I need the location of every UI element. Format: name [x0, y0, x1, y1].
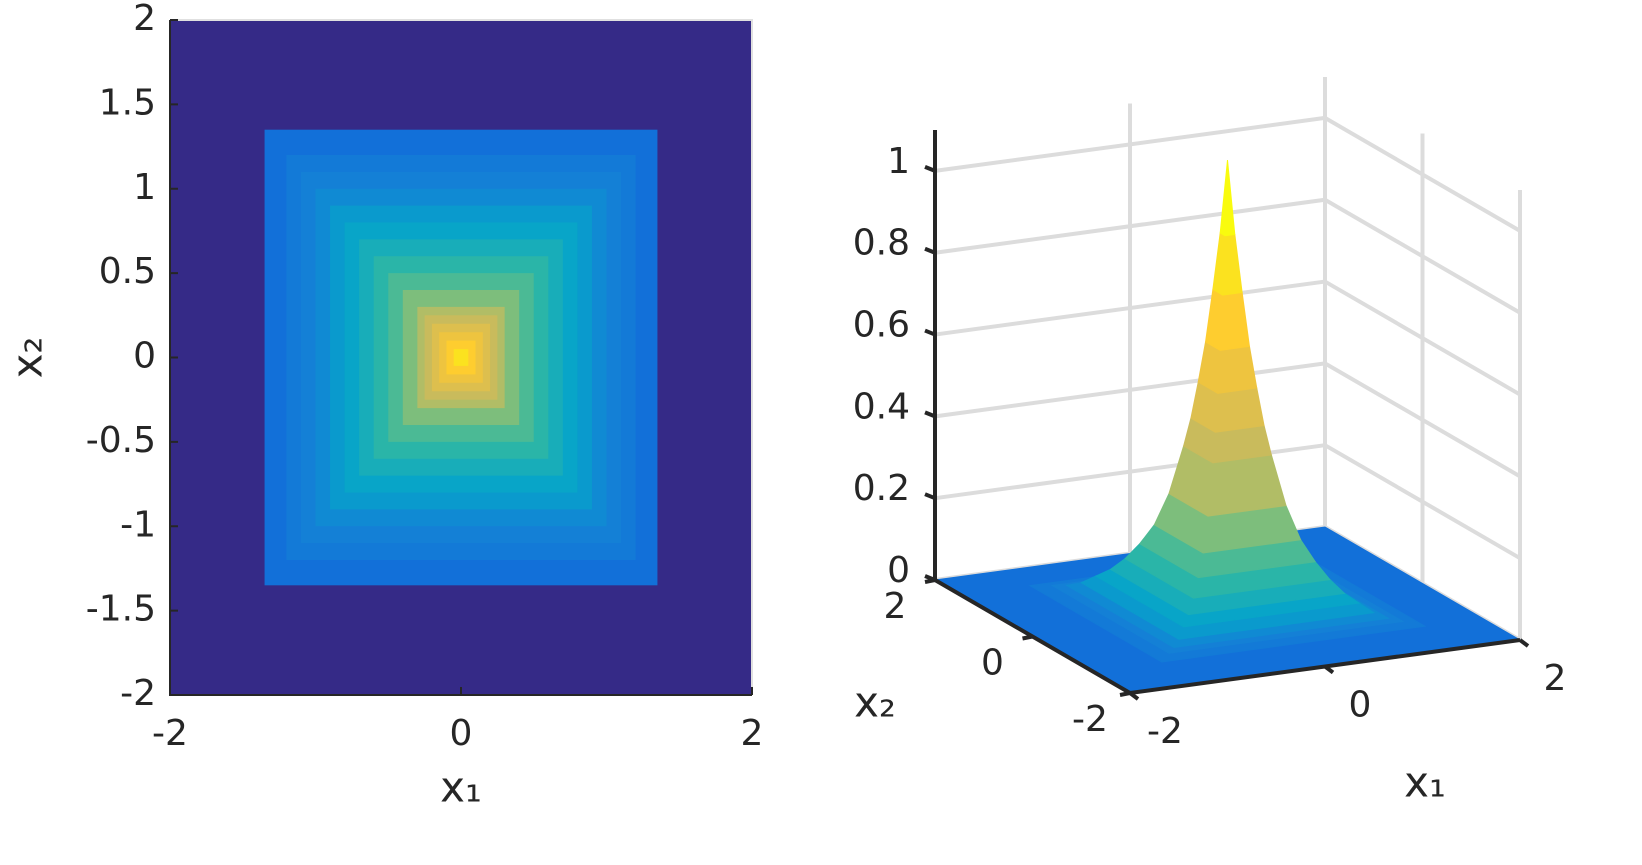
x-axis-label: x₁: [440, 763, 482, 812]
x-tick-label: 2: [741, 713, 764, 754]
y-tick-label: 0: [981, 643, 1004, 684]
contour-plot: -2 0 2 -2 -1.5 -1 -0.5 0 0.5 1 1.5 2 x₁ x₂: [3, 0, 764, 812]
x-tick-label: 2: [1544, 658, 1567, 699]
y-tick-label: -1.5: [86, 589, 156, 630]
y-tick-label: 2: [884, 586, 907, 627]
z-tick: [924, 410, 936, 419]
y-tick-label: 1.5: [99, 82, 156, 123]
surface-band: [1219, 159, 1236, 237]
z-tick: [924, 492, 936, 501]
x-tick-label: -2: [152, 713, 188, 754]
z-tick-label: 0: [887, 550, 910, 591]
x-tick-label: 0: [1349, 685, 1372, 726]
x-tick-label: -2: [1147, 711, 1183, 752]
z-tick-label: 0.2: [853, 468, 910, 509]
z-tick-label: 0.4: [853, 386, 910, 427]
contour-level: [453, 349, 469, 366]
y-tick-label: -2: [120, 673, 156, 714]
y-tick-label: 2: [133, 0, 156, 39]
z-tick-label: 0.8: [853, 223, 910, 264]
z-tick: [924, 165, 936, 173]
y-tick-label: 0: [133, 336, 156, 377]
y-tick-label: 1: [133, 167, 156, 208]
z-tick-label: 1: [887, 141, 910, 182]
x-tick: [1323, 664, 1335, 675]
y-tick-label: -1: [120, 504, 156, 545]
y-axis-label: x₂: [854, 678, 896, 727]
y-tick-label: -2: [1072, 699, 1108, 740]
surface-band: [1212, 231, 1243, 296]
z-tick-label: 0.6: [853, 305, 910, 346]
surface-band: [1205, 286, 1251, 351]
y-tick: [924, 578, 936, 584]
x-axis-label: x₁: [1404, 758, 1446, 807]
y-tick-label: 0.5: [99, 251, 156, 292]
y-tick: [1022, 634, 1033, 641]
y-tick-label: -0.5: [86, 420, 156, 461]
axes-box: [170, 19, 753, 695]
y-tick: [1119, 691, 1131, 697]
x-tick: [1518, 638, 1530, 648]
y-axis-label: x₂: [3, 337, 52, 379]
z-tick: [924, 246, 936, 255]
x-tick: [1128, 691, 1140, 701]
z-tick: [924, 328, 936, 337]
x-tick-label: 0: [450, 713, 473, 754]
